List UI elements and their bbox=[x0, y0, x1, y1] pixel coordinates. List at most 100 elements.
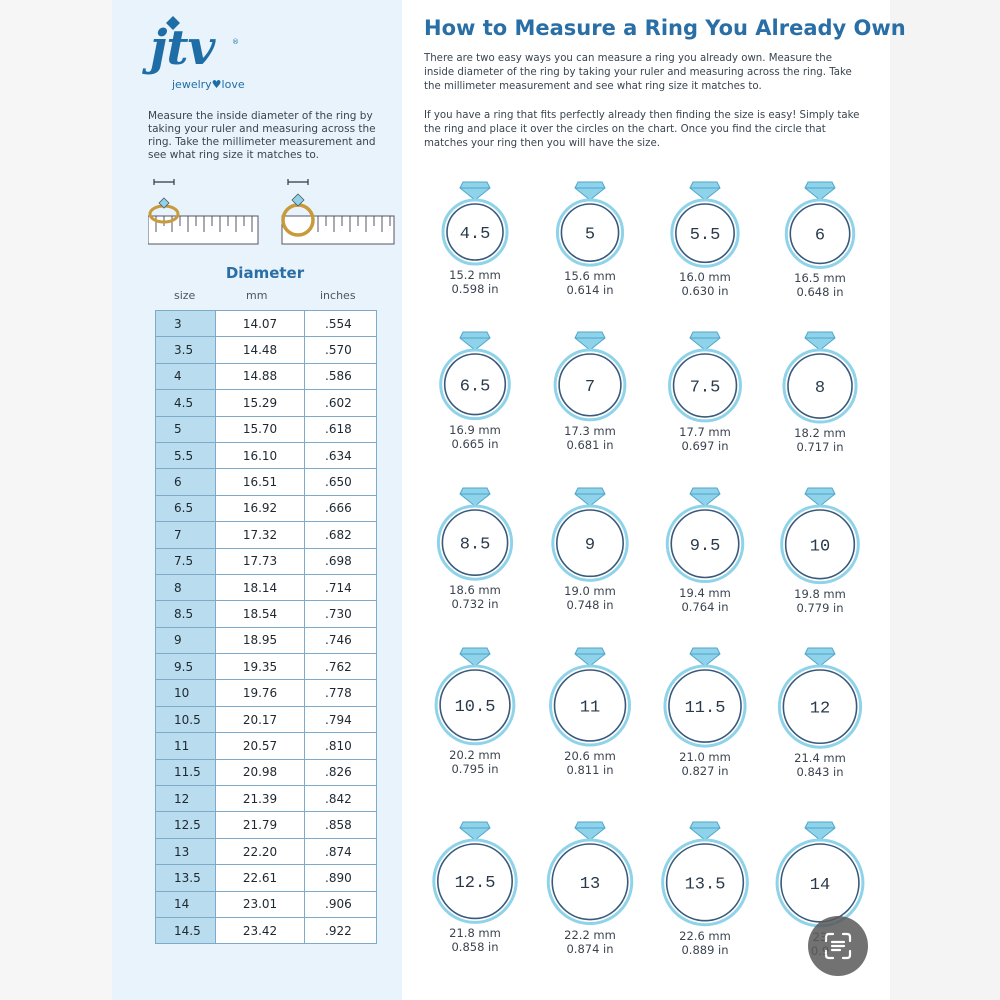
ring-size-item: 13 22.2 mm 0.874 in bbox=[535, 810, 645, 956]
mm-cell: 18.14 bbox=[215, 573, 305, 602]
table-row: 12.5 21.79.858 bbox=[155, 811, 377, 839]
ring-inches: 0.717 in bbox=[796, 440, 844, 455]
ring-size-label: 11.5 bbox=[685, 699, 726, 718]
table-row: 13.5 22.61.890 bbox=[155, 864, 377, 892]
ring-size-item: 8.5 18.6 mm 0.732 in bbox=[420, 476, 530, 611]
ring-size-label: 7.5 bbox=[690, 378, 721, 397]
mm-cell: 17.73 bbox=[215, 547, 305, 575]
inches-cell: .650 bbox=[304, 468, 377, 496]
ring-size-label: 12.5 bbox=[455, 874, 496, 893]
intro-paragraph: There are two easy ways you can measure … bbox=[424, 53, 852, 92]
mm-cell: 20.17 bbox=[215, 705, 305, 734]
mm-cell: 15.29 bbox=[215, 389, 305, 417]
ring-size-label: 5 bbox=[585, 226, 595, 245]
size-cell: 4.5 bbox=[155, 389, 216, 417]
ring-size-item: 11.5 21.0 mm 0.827 in bbox=[650, 636, 760, 778]
logo-wordmark: jtv bbox=[150, 20, 215, 76]
right-panel bbox=[406, 0, 890, 1000]
size-cell: 14 bbox=[155, 890, 216, 918]
ring-size-label: 4.5 bbox=[460, 225, 491, 244]
inches-cell: .794 bbox=[304, 705, 377, 734]
size-cell: 6 bbox=[155, 468, 216, 496]
scan-text-button[interactable] bbox=[808, 916, 868, 976]
table-row: 9 18.95.746 bbox=[155, 626, 377, 655]
ring-circle-icon: 5 bbox=[555, 181, 625, 267]
ring-mm: 19.4 mm bbox=[679, 585, 731, 600]
ring-size-item: 13.5 22.6 mm 0.889 in bbox=[650, 810, 760, 957]
ring-inches: 0.697 in bbox=[681, 438, 729, 453]
ring-size-label: 10.5 bbox=[455, 698, 496, 717]
ring-circle-icon: 7.5 bbox=[668, 331, 742, 423]
table-row: 6 16.51.650 bbox=[155, 468, 377, 496]
table-row: 4 14.88.586 bbox=[155, 362, 377, 391]
ring-circle-icon: 13.5 bbox=[661, 821, 749, 927]
ring-size-item: 12 21.4 mm 0.843 in bbox=[765, 636, 875, 779]
inches-cell: .602 bbox=[304, 389, 377, 417]
ring-size-label: 11 bbox=[580, 698, 600, 717]
ring-circle-icon: 10.5 bbox=[434, 647, 516, 746]
ring-mm: 20.6 mm bbox=[564, 748, 616, 763]
mm-cell: 16.92 bbox=[215, 494, 305, 523]
ring-mm: 22.2 mm bbox=[564, 927, 616, 942]
ring-mm: 21.4 mm bbox=[794, 751, 846, 766]
inches-cell: .746 bbox=[304, 626, 377, 655]
size-cell: 3.5 bbox=[155, 336, 216, 364]
mm-cell: 19.35 bbox=[215, 653, 305, 681]
ring-mm: 15.2 mm bbox=[449, 268, 501, 282]
ring-inches: 0.630 in bbox=[681, 284, 729, 299]
ring-size-label: 13.5 bbox=[685, 875, 726, 894]
ring-inches: 0.874 in bbox=[566, 941, 614, 956]
ring-circle-icon: 12 bbox=[777, 647, 863, 749]
ring-inches: 0.889 in bbox=[681, 942, 729, 957]
inches-cell: .826 bbox=[304, 758, 377, 787]
inches-cell: .890 bbox=[304, 864, 377, 892]
ring-size-label: 9 bbox=[585, 536, 595, 555]
ring-circle-icon: 12.5 bbox=[432, 821, 518, 924]
inches-cell: .714 bbox=[304, 573, 377, 602]
ring-size-label: 5.5 bbox=[690, 226, 721, 245]
table-row: 7.5 17.73.698 bbox=[155, 547, 377, 575]
ring-mm: 20.2 mm bbox=[449, 747, 501, 762]
mm-cell: 23.42 bbox=[215, 916, 305, 945]
ring-size-item: 12.5 21.8 mm 0.858 in bbox=[420, 810, 530, 954]
ring-circle-icon: 9.5 bbox=[665, 487, 745, 583]
table-row: 11 20.57.810 bbox=[155, 732, 377, 760]
ring-circle-icon: 13 bbox=[546, 821, 634, 926]
table-row: 3.5 14.48.570 bbox=[155, 336, 377, 364]
ring-mm: 17.7 mm bbox=[679, 424, 731, 439]
ring-size-item: 7 17.3 mm 0.681 in bbox=[535, 320, 645, 452]
table-row: 8.5 18.54.730 bbox=[155, 600, 377, 628]
mm-cell: 18.54 bbox=[215, 600, 305, 628]
ring-inches: 0.614 in bbox=[566, 283, 614, 298]
table-row: 11.5 20.98.826 bbox=[155, 758, 377, 787]
ring-circle-icon: 8 bbox=[782, 331, 858, 424]
table-row: 4.5 15.29.602 bbox=[155, 389, 377, 417]
mm-cell: 14.88 bbox=[215, 362, 305, 391]
logo-registered-mark: ® bbox=[232, 38, 239, 46]
inches-cell: .874 bbox=[304, 837, 377, 866]
inches-cell: .666 bbox=[304, 494, 377, 523]
size-cell: 12 bbox=[155, 785, 216, 813]
circle-method-paragraph: If you have a ring that fits perfectly a… bbox=[424, 110, 860, 149]
mm-cell: 16.51 bbox=[215, 468, 305, 496]
ring-inches: 0.681 in bbox=[566, 437, 614, 452]
ring-size-item: 5 15.6 mm 0.614 in bbox=[535, 170, 645, 297]
diameter-title: Diameter bbox=[225, 264, 305, 282]
ring-size-label: 9.5 bbox=[690, 537, 721, 556]
inches-cell: .634 bbox=[304, 441, 377, 470]
size-cell: 3 bbox=[155, 309, 216, 338]
ring-circle-icon: 10 bbox=[780, 487, 860, 585]
ring-size-label: 7 bbox=[585, 378, 595, 397]
ring-mm: 21.8 mm bbox=[449, 926, 501, 941]
ring-circle-icon: 7 bbox=[553, 331, 627, 422]
ring-circle-icon: 5.5 bbox=[670, 181, 740, 268]
size-cell: 7 bbox=[155, 521, 216, 549]
logo-tagline: jewelry♥love bbox=[172, 78, 245, 91]
mm-cell: 20.57 bbox=[215, 732, 305, 760]
mm-cell: 19.76 bbox=[215, 679, 305, 707]
mm-cell: 18.95 bbox=[215, 626, 305, 655]
size-cell: 4 bbox=[155, 362, 216, 391]
ring-inches: 0.732 in bbox=[451, 597, 499, 612]
ring-inches: 0.827 in bbox=[681, 764, 729, 779]
size-cell: 9.5 bbox=[155, 653, 216, 681]
